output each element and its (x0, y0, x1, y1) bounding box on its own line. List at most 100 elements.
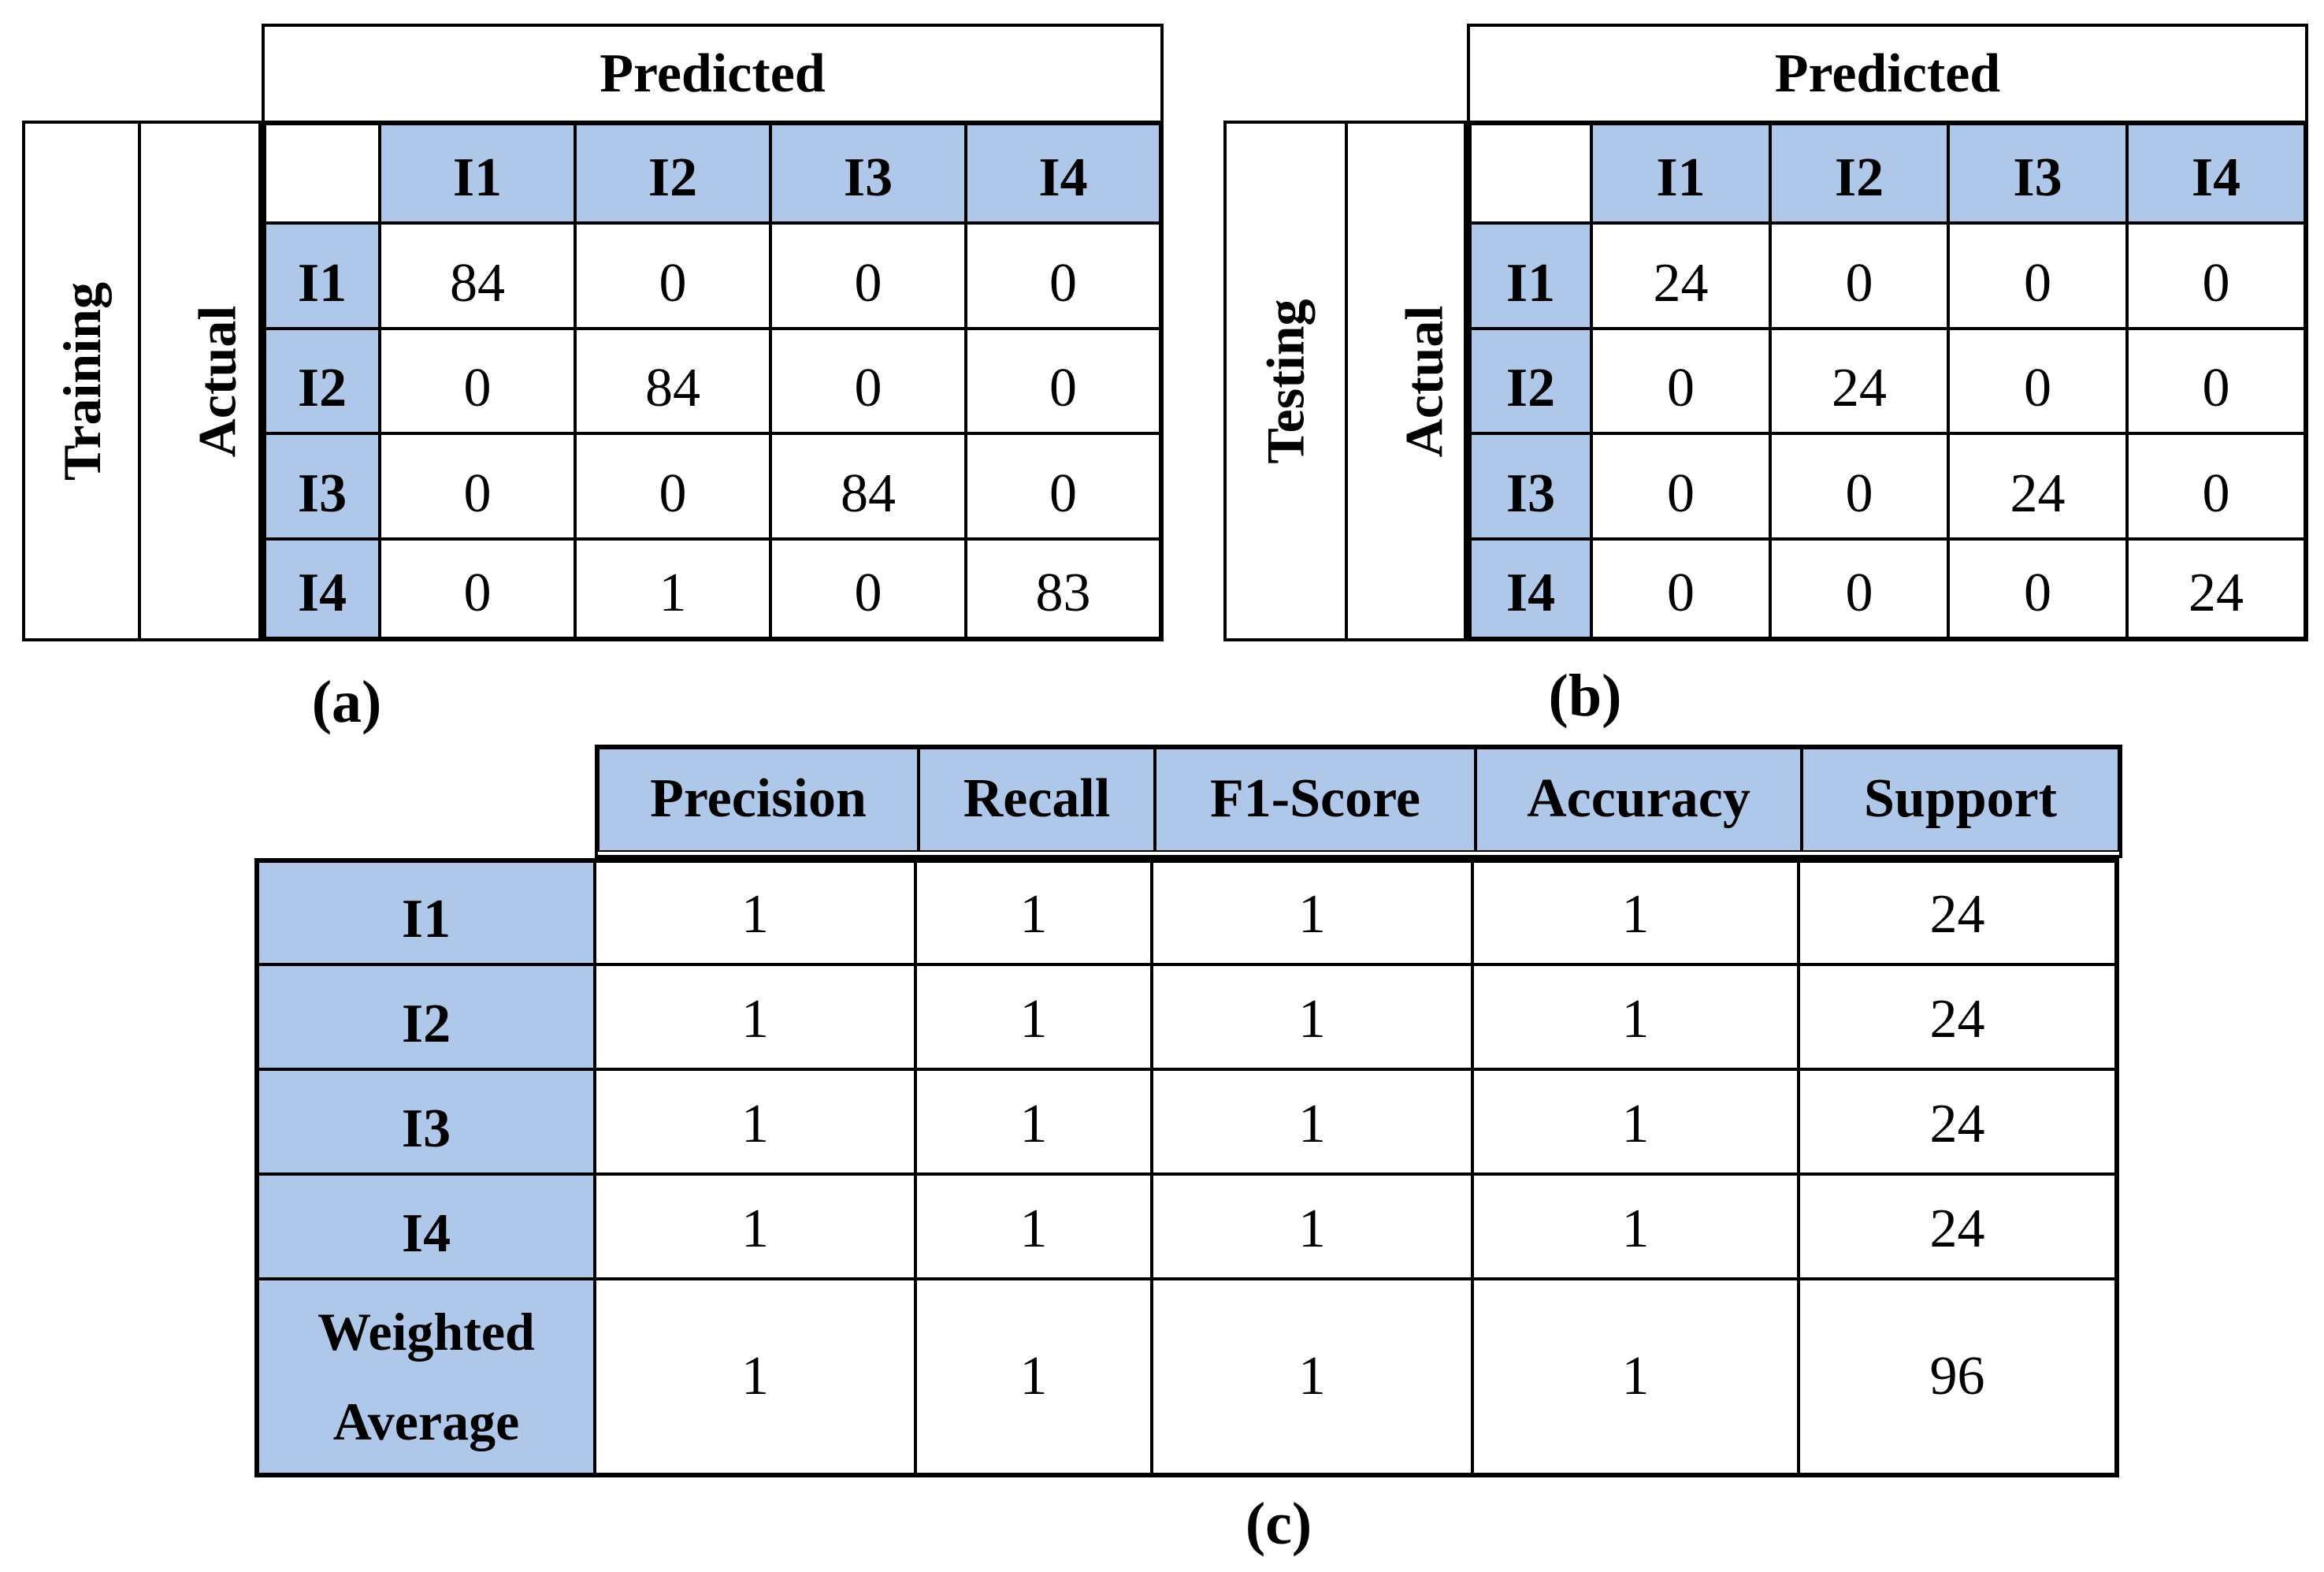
metric-cell: 1 (915, 1174, 1152, 1279)
predicted-axis-label: Predicted (1774, 43, 2001, 104)
row-label-cell: I4 (1470, 539, 1591, 638)
col-header-cell: Support (1802, 748, 2119, 852)
matrix-cell: 24 (2127, 539, 2305, 638)
matrix-cell: 0 (380, 329, 575, 433)
col-header-cell: I2 (575, 124, 770, 223)
matrix-cell: 0 (770, 223, 966, 329)
matrix-cell: 0 (380, 433, 575, 539)
matrix-cell: 0 (1591, 539, 1770, 638)
matrix-cell: 0 (1591, 433, 1770, 539)
side-label-box: Training Actual (22, 121, 262, 641)
predicted-axis-banner: Predicted (262, 24, 1164, 124)
corner-cell (1470, 124, 1591, 223)
metric-cell: 1 (1152, 964, 1472, 1069)
matrix-cell: 0 (2127, 223, 2305, 329)
col-header-cell: F1-Score (1155, 748, 1476, 852)
metric-cell: 1 (915, 1279, 1152, 1474)
weighted-average-line2: Average (332, 1392, 520, 1451)
metric-cell: 1 (595, 964, 915, 1069)
row-label-cell: I1 (265, 223, 380, 329)
row-label-cell: I2 (1470, 329, 1591, 433)
testing-confusion-matrix: Predicted Testing Actual I1 I2 I3 I4 I1 … (1223, 24, 2308, 641)
col-header-cell: Recall (919, 748, 1155, 852)
matrix-cell: 84 (575, 329, 770, 433)
metric-cell: 96 (1799, 1279, 2116, 1474)
row-label-cell: I3 (258, 1069, 595, 1174)
predicted-axis-banner: Predicted (1467, 24, 2308, 124)
matrix-cell: 0 (1948, 329, 2127, 433)
matrix-cell: 0 (2127, 433, 2305, 539)
metric-cell: 1 (1472, 964, 1799, 1069)
metric-cell: 1 (915, 1069, 1152, 1174)
confusion-grid: I1 I2 I3 I4 I1 24 0 0 0 I2 0 24 0 0 I3 0… (1467, 121, 2308, 641)
row-label-cell: I3 (1470, 433, 1591, 539)
matrix-cell: 1 (575, 539, 770, 638)
metric-cell: 24 (1799, 1069, 2116, 1174)
matrix-cell: 0 (1770, 433, 1948, 539)
metric-cell: 24 (1799, 964, 2116, 1069)
caption-c: (c) (1245, 1491, 1312, 1557)
matrix-cell: 0 (380, 539, 575, 638)
col-header-cell: I2 (1770, 124, 1948, 223)
metric-cell: 1 (1472, 1069, 1799, 1174)
metrics-header-row: Precision Recall F1-Score Accuracy Suppo… (595, 745, 2122, 858)
col-header-cell: I1 (1591, 124, 1770, 223)
actual-axis-label: Actual (187, 305, 247, 457)
row-label-cell: I1 (1470, 223, 1591, 329)
row-label-cell: I1 (258, 861, 595, 964)
matrix-cell: 0 (1770, 539, 1948, 638)
metric-cell: 1 (595, 1069, 915, 1174)
metric-cell: 1 (1152, 1174, 1472, 1279)
matrix-cell: 0 (2127, 329, 2305, 433)
metrics-body-grid: I1 1 1 1 1 24 I2 1 1 1 1 24 I3 1 1 1 1 2… (254, 858, 2119, 1477)
metric-cell: 1 (1152, 861, 1472, 964)
col-header-cell: I3 (770, 124, 966, 223)
metric-cell: 24 (1799, 861, 2116, 964)
metric-cell: 1 (915, 964, 1152, 1069)
matrix-cell: 0 (770, 329, 966, 433)
metric-cell: 1 (1472, 1279, 1799, 1474)
row-label-cell: I3 (265, 433, 380, 539)
confusion-grid: I1 I2 I3 I4 I1 84 0 0 0 I2 0 84 0 0 I3 0… (262, 121, 1164, 641)
group-label-column: Testing (1227, 124, 1348, 638)
metric-cell: 1 (1152, 1279, 1472, 1474)
matrix-cell: 0 (966, 329, 1160, 433)
row-label-cell: I2 (258, 964, 595, 1069)
matrix-cell: 84 (380, 223, 575, 329)
corner-cell (265, 124, 380, 223)
matrix-cell: 0 (770, 539, 966, 638)
metric-cell: 24 (1799, 1174, 2116, 1279)
matrix-cell: 0 (1591, 329, 1770, 433)
matrix-cell: 24 (1948, 433, 2127, 539)
col-header-cell: I4 (2127, 124, 2305, 223)
metric-cell: 1 (915, 861, 1152, 964)
predicted-axis-label: Predicted (600, 43, 826, 104)
col-header-cell: Precision (598, 748, 919, 852)
weighted-average-line1: Weighted (317, 1302, 535, 1362)
caption-a: (a) (311, 669, 382, 735)
row-label-cell: I4 (258, 1174, 595, 1279)
metric-cell: 1 (1472, 861, 1799, 964)
side-label-box: Testing Actual (1223, 121, 1467, 641)
caption-b: (b) (1548, 663, 1622, 729)
actual-axis-label: Actual (1394, 305, 1454, 457)
matrix-cell: 84 (770, 433, 966, 539)
col-header-cell: I3 (1948, 124, 2127, 223)
col-header-cell: I1 (380, 124, 575, 223)
matrix-cell: 0 (966, 223, 1160, 329)
matrix-cell: 0 (1948, 223, 2127, 329)
metric-cell: 1 (595, 1174, 915, 1279)
matrix-cell: 24 (1591, 223, 1770, 329)
training-confusion-matrix: Predicted Training Actual I1 I2 I3 I4 I1… (22, 24, 1164, 641)
metrics-table: Precision Recall F1-Score Accuracy Suppo… (254, 745, 2122, 1477)
metric-cell: 1 (1472, 1174, 1799, 1279)
row-label-cell: I4 (265, 539, 380, 638)
matrix-cell: 0 (1770, 223, 1948, 329)
matrix-cell: 0 (966, 433, 1160, 539)
matrix-cell: 83 (966, 539, 1160, 638)
col-header-cell: I4 (966, 124, 1160, 223)
matrix-cell: 0 (1948, 539, 2127, 638)
row-label-cell: I2 (265, 329, 380, 433)
matrix-cell: 24 (1770, 329, 1948, 433)
